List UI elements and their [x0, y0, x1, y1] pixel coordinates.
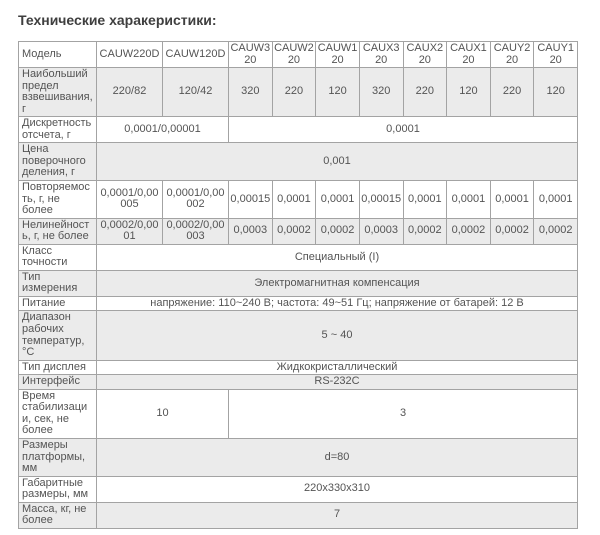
- spec-value-cell: 220: [402, 67, 448, 118]
- spec-value-cell: напряжение: 110~240 В; частота: 49~51 Гц…: [96, 295, 578, 312]
- spec-value-cell: 220х330х310: [96, 475, 578, 503]
- table-row: Время стабилизации, сек, не более 10 3: [18, 388, 578, 439]
- spec-row-label: Повторяемость, г, не более: [18, 180, 97, 219]
- spec-value-cell: 0,0002: [489, 217, 535, 245]
- spec-value-cell: 120/42: [162, 67, 229, 118]
- model-header: CAUW220: [271, 40, 317, 69]
- spec-value-cell: 220: [271, 67, 317, 118]
- spec-value-cell: 0,0002: [446, 217, 491, 245]
- spec-row-label: Габаритные размеры, мм: [18, 475, 97, 503]
- spec-value-cell: RS-232C: [96, 374, 578, 390]
- specs-table: Модель CAUW220D CAUW120D CAUW320 CAUW220…: [18, 40, 578, 529]
- spec-value-cell: Специальный (I): [96, 243, 578, 271]
- spec-row-label: Интерфейс: [18, 374, 97, 390]
- spec-value-cell: Электромагнитная компенсация: [96, 269, 578, 297]
- model-row-label: Модель: [18, 40, 97, 69]
- spec-row-label: Масса, кг, не более: [18, 501, 97, 529]
- table-row: Питание напряжение: 110~240 В; частота: …: [18, 295, 578, 312]
- spec-value-cell: 220: [489, 67, 535, 118]
- model-header: CAUW120D: [162, 40, 229, 69]
- table-row: Тип дисплея Жидкокристаллический: [18, 359, 578, 376]
- spec-value-cell: 0,0003: [228, 217, 273, 245]
- spec-value-cell: 120: [533, 67, 578, 118]
- table-row: Габаритные размеры, мм 220х330х310: [18, 475, 578, 503]
- spec-row-label: Время стабилизации, сек, не более: [18, 388, 97, 439]
- table-row: Тип измерения Электромагнитная компенсац…: [18, 269, 578, 297]
- model-header: CAUX120: [446, 40, 491, 69]
- spec-row-label: Цена поверочного деления, г: [18, 142, 97, 182]
- spec-value-cell: 5 ~ 40: [96, 310, 578, 361]
- spec-value-cell: 0,0002: [315, 217, 360, 245]
- spec-value-cell: 0,0002: [402, 217, 448, 245]
- spec-row-label: Дискретность отсчета, г: [18, 116, 97, 144]
- spec-value-cell: 0,0001: [402, 180, 448, 219]
- model-header: CAUX220: [402, 40, 448, 69]
- spec-value-cell: 0,00015: [228, 180, 273, 219]
- model-header: CAUW220D: [96, 40, 163, 69]
- spec-value-cell: 10: [96, 388, 229, 439]
- spec-value-cell: 0,0003: [358, 217, 404, 245]
- spec-value-cell: 0,00015: [358, 180, 404, 219]
- spec-value-cell: 0,0001/0,00001: [96, 116, 229, 144]
- spec-value-cell: 0,0001/0,00002: [162, 180, 229, 219]
- spec-value-cell: 0,0002: [533, 217, 578, 245]
- model-header: CAUY220: [489, 40, 535, 69]
- model-header: CAUX320: [358, 40, 404, 69]
- spec-value-cell: 0,0001: [228, 116, 578, 144]
- spec-value-cell: 0,0002/0,00003: [162, 217, 229, 245]
- model-header: CAUY120: [533, 40, 578, 69]
- spec-row-label: Наибольший предел взвешивания, г: [18, 67, 97, 118]
- table-row: Масса, кг, не более 7: [18, 501, 578, 529]
- spec-value-cell: 0,0001: [446, 180, 491, 219]
- model-header: CAUW320: [228, 40, 273, 69]
- spec-value-cell: 0,0001: [489, 180, 535, 219]
- spec-value-cell: 0,0002/0,0001: [96, 217, 163, 245]
- spec-value-cell: d=80: [96, 437, 578, 477]
- spec-value-cell: 320: [358, 67, 404, 118]
- table-row: Наибольший предел взвешивания, г 220/82 …: [18, 67, 578, 118]
- table-row: Цена поверочного деления, г 0,001: [18, 142, 578, 182]
- spec-value-cell: 0,0002: [271, 217, 317, 245]
- page-title: Технические харакеристики:: [18, 12, 217, 28]
- spec-value-cell: 220/82: [96, 67, 163, 118]
- spec-row-label: Класс точности: [18, 243, 97, 271]
- spec-value-cell: 0,0001: [315, 180, 360, 219]
- table-row: Размеры платформы, мм d=80: [18, 437, 578, 477]
- table-row: Дискретность отсчета, г 0,0001/0,00001 0…: [18, 116, 578, 144]
- spec-value-cell: 3: [228, 388, 578, 439]
- table-row: Класс точности Специальный (I): [18, 243, 578, 271]
- spec-value-cell: 0,001: [96, 142, 578, 182]
- spec-row-label: Нелинейность, г, не более: [18, 217, 97, 245]
- spec-value-cell: 120: [446, 67, 491, 118]
- spec-row-label: Диапазон рабочих температур, °С: [18, 310, 97, 361]
- spec-value-cell: 0,0001/0,00005: [96, 180, 163, 219]
- spec-row-label: Тип измерения: [18, 269, 97, 297]
- table-row: Повторяемость, г, не более 0,0001/0,0000…: [18, 180, 578, 219]
- spec-value-cell: 0,0001: [533, 180, 578, 219]
- spec-value-cell: 7: [96, 501, 578, 529]
- table-row: Интерфейс RS-232C: [18, 374, 578, 390]
- spec-value-cell: 0,0001: [271, 180, 317, 219]
- table-row: Нелинейность, г, не более 0,0002/0,0001 …: [18, 217, 578, 245]
- spec-row-label: Питание: [18, 295, 97, 312]
- spec-value-cell: Жидкокристаллический: [96, 359, 578, 376]
- spec-value-cell: 320: [228, 67, 273, 118]
- spec-value-cell: 120: [315, 67, 360, 118]
- table-header-row: Модель CAUW220D CAUW120D CAUW320 CAUW220…: [18, 40, 578, 69]
- spec-row-label: Размеры платформы, мм: [18, 437, 97, 477]
- spec-row-label: Тип дисплея: [18, 359, 97, 376]
- table-row: Диапазон рабочих температур, °С 5 ~ 40: [18, 310, 578, 361]
- model-header: CAUW120: [315, 40, 360, 69]
